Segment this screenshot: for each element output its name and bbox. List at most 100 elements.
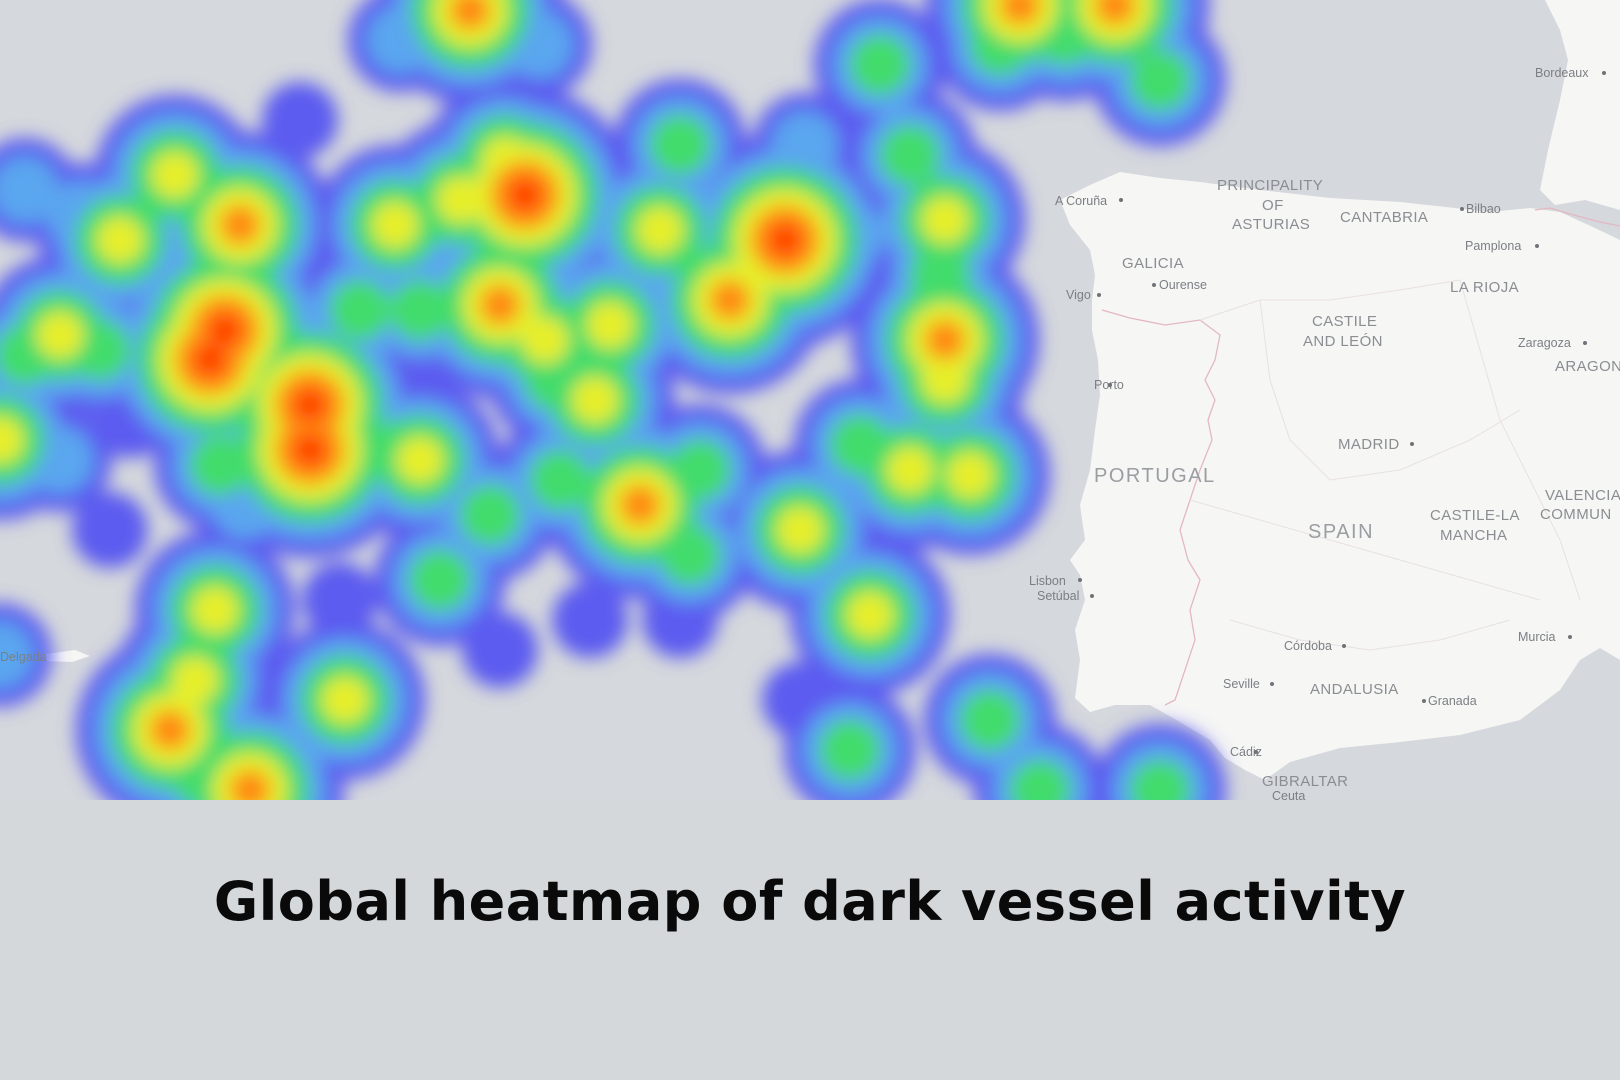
heat-blob: [72, 492, 148, 568]
label-zaragoza: Zaragoza: [1518, 336, 1571, 350]
label-bilbao: Bilbao: [1466, 202, 1501, 216]
label-cadiz: Cádiz: [1230, 745, 1262, 759]
heat-blob: [636, 206, 684, 254]
heat-blob: [302, 562, 378, 638]
heat-blob: [921, 356, 969, 404]
heat-blob: [820, 720, 880, 780]
label-pamplona: Pamplona: [1465, 239, 1521, 253]
heat-blob: [776, 506, 824, 554]
heatmap-map[interactable]: Bordeaux PRINCIPALITY OF ASTURIAS CANTAB…: [0, 0, 1620, 800]
heat-blob: [220, 205, 260, 245]
label-clm-2: MANCHA: [1440, 527, 1507, 544]
heat-blob: [921, 196, 969, 244]
heat-blob: [191, 586, 239, 634]
heat-blob: [0, 621, 34, 689]
heat-blob: [151, 151, 199, 199]
label-gibraltar: GIBRALTAR: [1262, 773, 1348, 790]
heat-blob: [509, 179, 541, 211]
heat-blob: [1010, 760, 1070, 800]
heat-blob: [846, 591, 894, 639]
heat-blob: [436, 176, 484, 224]
label-valencia-1: VALENCIA: [1545, 487, 1620, 504]
heat-blob: [1000, 0, 1040, 25]
heat-blob: [960, 690, 1020, 750]
heat-blob: [1095, 0, 1135, 25]
label-madrid: MADRID: [1338, 436, 1400, 453]
label-andalusia: ANDALUSIA: [1310, 681, 1399, 698]
heat-blob: [886, 446, 934, 494]
label-galicia: GALICIA: [1122, 255, 1184, 272]
region-borders: [1189, 279, 1581, 651]
heat-blob: [390, 280, 450, 340]
heat-blob: [330, 280, 390, 340]
heat-blob: [571, 376, 619, 424]
heat-blob: [830, 415, 890, 475]
heat-blob: [1130, 50, 1190, 110]
heat-blob: [450, 0, 490, 30]
heat-blob: [586, 301, 634, 349]
label-spain: SPAIN: [1308, 521, 1374, 543]
france-landmass: [1540, 0, 1620, 210]
heat-blob: [194, 344, 226, 376]
label-bordeaux: Bordeaux: [1535, 66, 1589, 80]
heat-blob: [190, 435, 250, 495]
heat-blob: [880, 125, 940, 185]
heat-blob: [171, 656, 219, 704]
heat-blob: [321, 676, 369, 724]
label-of: OF: [1262, 197, 1284, 214]
label-castile-1: CASTILE: [1312, 313, 1377, 330]
label-cantabria: CANTABRIA: [1340, 209, 1428, 226]
heat-blob: [36, 311, 84, 359]
heat-blob: [230, 770, 270, 800]
label-portugal: PORTUGAL: [1094, 465, 1216, 487]
label-vigo: Vigo: [1066, 288, 1091, 302]
heat-blob: [209, 314, 241, 346]
heat-blob: [530, 450, 590, 510]
heat-blob: [0, 416, 24, 464]
label-lisbon: Lisbon: [1029, 574, 1066, 588]
label-murcia: Murcia: [1518, 630, 1556, 644]
azores-island: [40, 650, 90, 662]
heat-blob: [769, 224, 801, 256]
heat-blob: [150, 710, 190, 750]
label-valencia-2: COMMUN: [1540, 506, 1612, 523]
heat-blob: [460, 485, 520, 545]
label-ourense: Ourense: [1159, 278, 1207, 292]
heat-blob: [371, 201, 419, 249]
heat-layer: [0, 0, 1226, 800]
label-asturias: ASTURIAS: [1232, 216, 1310, 233]
label-cordoba: Córdoba: [1284, 639, 1332, 653]
heat-blob: [0, 156, 59, 224]
heat-blob: [294, 434, 326, 466]
label-aragon: ARAGON: [1555, 358, 1620, 375]
label-granada: Granada: [1428, 694, 1477, 708]
heat-blob: [396, 436, 444, 484]
heat-blob: [480, 285, 520, 325]
heat-blob: [525, 350, 585, 410]
heat-blob: [96, 216, 144, 264]
heat-blob: [850, 35, 910, 95]
map-labels: Bordeaux PRINCIPALITY OF ASTURIAS CANTAB…: [0, 66, 1620, 800]
heat-blob: [410, 550, 470, 610]
heat-blob: [660, 525, 720, 585]
heat-blob: [552, 582, 628, 658]
label-clm-1: CASTILE-LA: [1430, 507, 1520, 524]
heat-blob: [620, 485, 660, 525]
heat-blob: [521, 316, 569, 364]
caption-title: Global heatmap of dark vessel activity: [213, 870, 1407, 933]
label-setubal: Setúbal: [1037, 589, 1079, 603]
heat-blob: [294, 389, 326, 421]
heat-blob: [670, 440, 730, 500]
heat-blob: [462, 612, 538, 688]
heat-blob: [1130, 760, 1190, 800]
label-la-rioja: LA RIOJA: [1450, 279, 1519, 296]
label-ceuta: Ceuta: [1272, 789, 1305, 800]
label-seville: Seville: [1223, 677, 1260, 691]
iberia-landmass: [1060, 172, 1620, 780]
heat-blob: [650, 115, 710, 175]
label-principality: PRINCIPALITY: [1217, 177, 1323, 194]
label-ponta-delgada: Delgada: [0, 650, 47, 664]
label-castile-2: AND LEÓN: [1303, 333, 1383, 350]
heat-blob: [925, 320, 965, 360]
borders: [1101, 207, 1620, 706]
